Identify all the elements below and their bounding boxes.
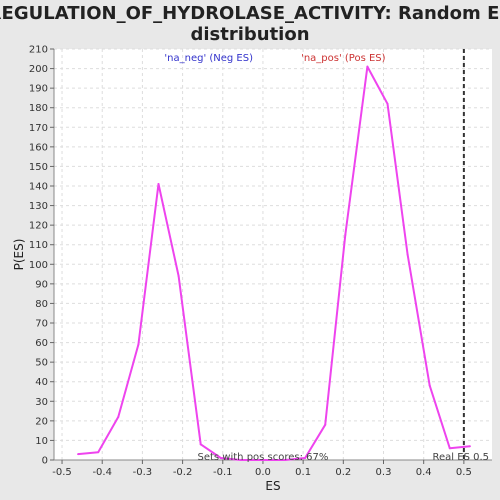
y-tick-label: 110 (29, 240, 48, 251)
es-distribution-points (77, 65, 471, 461)
x-tick-label: -0.2 (173, 467, 193, 478)
y-tick-label: 0 (42, 456, 48, 467)
x-tick-label: 0.4 (416, 467, 432, 478)
data-point (177, 275, 180, 278)
data-point (428, 384, 431, 387)
y-tick-label: 150 (29, 162, 48, 173)
data-point (199, 443, 202, 446)
y-tick-label: 20 (35, 416, 48, 427)
data-point (386, 102, 389, 105)
y-axis-ticks: 0 10 20 30 40 50 60 70 80 90 100 110 120 130 140 150 160… (29, 45, 54, 467)
y-tick-label: 190 (29, 84, 48, 95)
y-tick-label: 40 (35, 377, 48, 388)
y-tick-label: 10 (35, 436, 48, 447)
x-tick-label: -0.4 (92, 467, 112, 478)
x-axis-ticks: -0.5 -0.4 -0.3 -0.2 -0.1 0.0 0.1 0.2 0.3 0.4 0.5 (52, 460, 472, 478)
x-tick-label: -0.1 (213, 467, 233, 478)
data-point (97, 451, 100, 454)
data-point (448, 447, 451, 450)
y-tick-label: 70 (35, 319, 48, 330)
plot-area (54, 49, 492, 460)
x-tick-label: 0.0 (255, 467, 271, 478)
data-point (284, 459, 287, 461)
data-point (117, 415, 120, 418)
grid-lines (54, 48, 492, 461)
y-tick-label: 100 (29, 260, 48, 271)
x-tick-label: 0.1 (295, 467, 311, 478)
x-tick-label: -0.3 (133, 467, 153, 478)
data-point (406, 253, 409, 256)
data-point (137, 343, 140, 346)
x-tick-label: 0.2 (335, 467, 351, 478)
y-tick-label: 210 (29, 45, 48, 56)
y-tick-label: 90 (35, 279, 48, 290)
data-point (366, 65, 369, 68)
data-point (157, 183, 160, 186)
data-point (344, 233, 347, 236)
es-distribution-line (78, 65, 470, 461)
y-tick-label: 170 (29, 123, 48, 134)
data-point (304, 457, 307, 460)
data-point (261, 459, 264, 461)
y-tick-label: 30 (35, 397, 48, 408)
y-tick-label: 180 (29, 103, 48, 114)
data-point (324, 423, 327, 426)
y-tick-label: 130 (29, 201, 48, 212)
y-tick-label: 50 (35, 358, 48, 369)
y-tick-label: 200 (29, 64, 48, 75)
data-point (239, 459, 242, 461)
y-tick-label: 80 (35, 299, 48, 310)
real-es-label: Real ES 0.5 (433, 452, 489, 463)
y-tick-label: 160 (29, 142, 48, 153)
data-point (219, 457, 222, 460)
legend-pos-es: 'na_pos' (Pos ES) (301, 53, 386, 64)
data-point (77, 453, 80, 456)
footer-note: Sets with pos scores: 67% (197, 452, 328, 463)
chart-title-line2: distribution (190, 24, 309, 45)
y-tick-label: 140 (29, 182, 48, 193)
x-tick-label: -0.5 (52, 467, 72, 478)
y-tick-label: 120 (29, 221, 48, 232)
y-axis-label: P(ES) (12, 239, 26, 271)
y-tick-label: 60 (35, 338, 48, 349)
x-tick-label: 0.3 (376, 467, 392, 478)
legend-neg-es: 'na_neg' (Neg ES) (164, 53, 253, 64)
x-axis-label: ES (265, 479, 280, 493)
x-tick-label: 0.5 (456, 467, 472, 478)
data-point (468, 445, 471, 448)
chart-title-line1: REGULATION_OF_HYDROLASE_ACTIVITY: Random… (0, 3, 500, 24)
